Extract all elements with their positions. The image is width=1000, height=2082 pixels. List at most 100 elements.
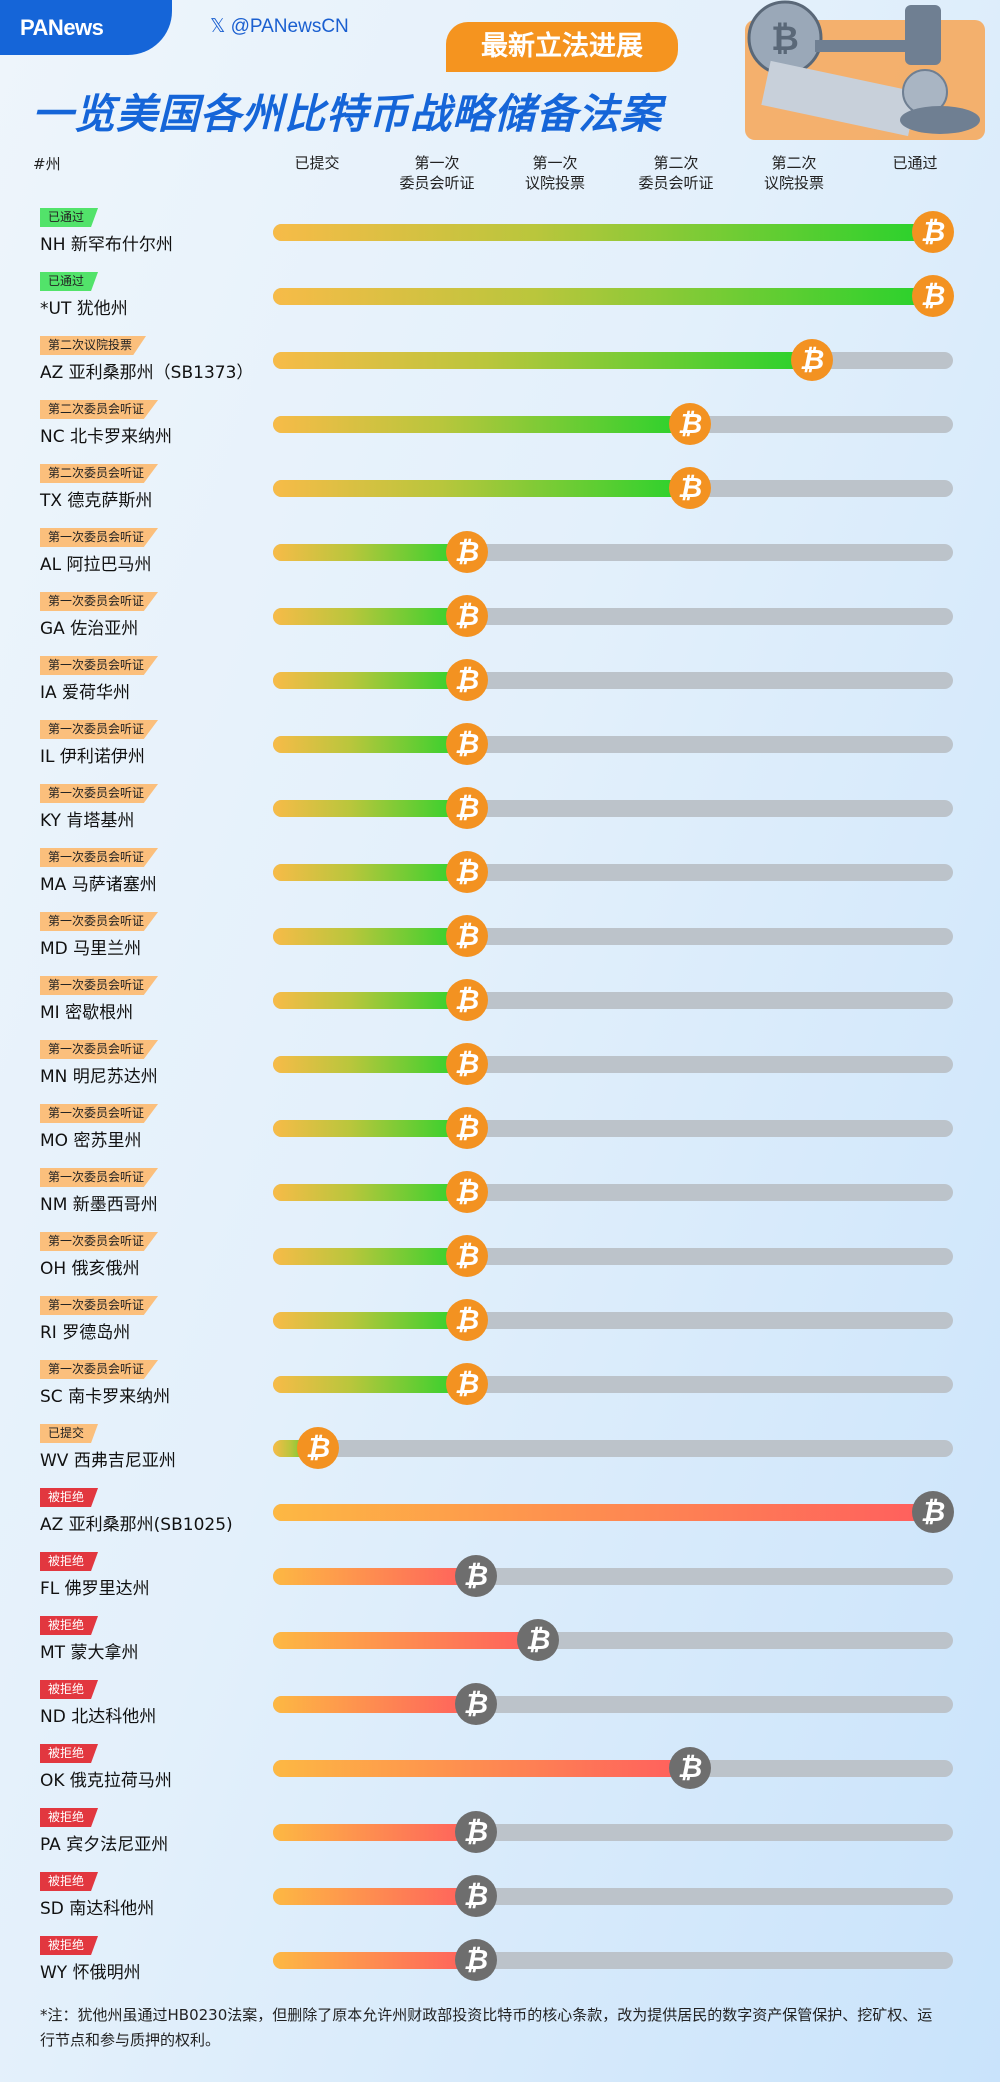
stage-header-line1: 第二次 [771, 154, 817, 172]
progress-fill [273, 928, 467, 945]
progress-fill [273, 480, 690, 497]
status-badge: 第一次委员会听证 [40, 1104, 159, 1123]
state-name: MI 密歇根州 [40, 1003, 134, 1023]
bitcoin-marker-icon: ₿ [446, 1363, 488, 1405]
progress-fill [273, 864, 467, 881]
progress-fill [273, 1824, 476, 1841]
progress-fill [273, 1312, 467, 1329]
state-name: OH 俄亥俄州 [40, 1259, 140, 1279]
status-badge: 第一次委员会听证 [40, 912, 159, 931]
progress-fill [273, 1120, 467, 1137]
status-badge: 已通过 [40, 272, 99, 291]
bitcoin-marker-icon: ₿ [446, 595, 488, 637]
gavel-bitcoin-illustration: ₿ [745, 0, 985, 140]
progress-fill [273, 1696, 476, 1713]
bitcoin-marker-icon: ₿ [912, 1491, 954, 1533]
footnote: *注：犹他州虽通过HB0230法案，但删除了原本允许州财政部投资比特币的核心条款… [40, 2006, 933, 2049]
bitcoin-marker-icon: ₿ [446, 723, 488, 765]
status-badge: 被拒绝 [40, 1488, 99, 1507]
bitcoin-marker-icon: ₿ [669, 467, 711, 509]
bitcoin-marker-icon: ₿ [669, 1747, 711, 1789]
state-name: MA 马萨诸塞州 [40, 875, 157, 895]
progress-fill [273, 1888, 476, 1905]
state-name: NH 新罕布什尔州 [40, 235, 173, 255]
page-title: 一览美国各州比特币战略储备法案 [32, 90, 662, 138]
progress-fill [273, 416, 690, 433]
bitcoin-marker-icon: ₿ [517, 1619, 560, 1661]
stage-header: 已提交 [294, 153, 339, 173]
bitcoin-marker-icon: ₿ [912, 211, 954, 253]
progress-fill [273, 1248, 467, 1265]
stage-header-line1: 已提交 [294, 154, 340, 172]
bitcoin-marker-icon: ₿ [446, 851, 488, 893]
stage-header-line2: 委员会听证 [399, 174, 475, 192]
stage-header-line2: 委员会听证 [638, 174, 714, 192]
progress-fill [273, 288, 933, 305]
state-column-header: #州 [33, 155, 61, 173]
stage-header-line1: 第二次 [653, 154, 699, 172]
stage-header-line2: 议院投票 [524, 174, 586, 192]
stage-header-line2: 议院投票 [763, 174, 825, 192]
bitcoin-marker-icon: ₿ [791, 339, 833, 381]
status-badge: 被拒绝 [40, 1744, 99, 1763]
stage-header-line1: 已通过 [892, 154, 938, 172]
progress-fill [273, 1504, 933, 1521]
status-badge: 第二次议院投票 [40, 336, 147, 355]
status-badge: 被拒绝 [40, 1808, 99, 1827]
status-badge: 第二次委员会听证 [40, 464, 159, 483]
state-name: NC 北卡罗来纳州 [40, 427, 172, 447]
status-badge: 已提交 [40, 1424, 99, 1443]
progress-fill [273, 992, 467, 1009]
progress-fill [273, 736, 467, 753]
status-badge: 第一次委员会听证 [40, 1040, 159, 1059]
state-name: WV 西弗吉尼亚州 [40, 1451, 176, 1471]
status-badge: 第二次委员会听证 [40, 400, 159, 419]
status-badge: 被拒绝 [40, 1552, 99, 1571]
bitcoin-marker-icon: ₿ [446, 1171, 488, 1213]
status-badge: 被拒绝 [40, 1936, 99, 1955]
latest-progress-badge: 最新立法进展 [446, 22, 678, 72]
progress-fill [273, 224, 933, 241]
state-name: MD 马里兰州 [40, 939, 142, 959]
x-handle: 𝕏 @PANewsCN [210, 16, 349, 37]
bitcoin-marker-icon: ₿ [912, 275, 954, 317]
status-badge: 已通过 [40, 208, 99, 227]
bitcoin-marker-icon: ₿ [446, 531, 488, 573]
bitcoin-marker-icon: ₿ [446, 1299, 488, 1341]
progress-fill [273, 1760, 690, 1777]
status-badge: 第一次委员会听证 [40, 784, 159, 803]
progress-fill [273, 1376, 467, 1393]
status-badge: 被拒绝 [40, 1680, 99, 1699]
bitcoin-marker-icon: ₿ [454, 1875, 497, 1917]
state-name: MO 密苏里州 [40, 1131, 142, 1151]
state-name: AZ 亚利桑那州（SB1373） [40, 363, 254, 383]
state-name: AL 阿拉巴马州 [40, 555, 152, 575]
stage-header-line1: 第一次 [414, 154, 460, 172]
stage-header: 第一次 委员会听证 [399, 153, 474, 193]
progress-track [273, 1440, 953, 1457]
state-name: IL 伊利诺伊州 [40, 747, 145, 767]
stage-header-line1: 第一次 [532, 154, 578, 172]
progress-fill [273, 1184, 467, 1201]
state-name: ND 北达科他州 [40, 1707, 157, 1727]
state-name: WY 怀俄明州 [40, 1963, 141, 1983]
status-badge: 第一次委员会听证 [40, 848, 159, 867]
state-name: NM 新墨西哥州 [40, 1195, 158, 1215]
progress-fill [273, 1056, 467, 1073]
state-name: MN 明尼苏达州 [40, 1067, 158, 1087]
stage-header: 第二次 委员会听证 [638, 153, 713, 193]
bitcoin-marker-icon: ₿ [454, 1939, 497, 1981]
bitcoin-marker-icon: ₿ [446, 1043, 488, 1085]
status-badge: 第一次委员会听证 [40, 656, 159, 675]
status-badge: 被拒绝 [40, 1616, 99, 1635]
state-name: AZ 亚利桑那州(SB1025) [40, 1515, 233, 1535]
state-name: SC 南卡罗来纳州 [40, 1387, 171, 1407]
gavel-head-icon [905, 5, 941, 65]
state-name: OK 俄克拉荷马州 [40, 1771, 172, 1791]
bitcoin-marker-icon: ₿ [454, 1683, 497, 1725]
state-name: FL 佛罗里达州 [40, 1579, 150, 1599]
gavel-handle-icon [815, 40, 925, 52]
stage-header: 第二次 议院投票 [764, 153, 824, 193]
svg-text:₿: ₿ [771, 19, 799, 59]
state-name: *UT 犹他州 [40, 299, 128, 319]
